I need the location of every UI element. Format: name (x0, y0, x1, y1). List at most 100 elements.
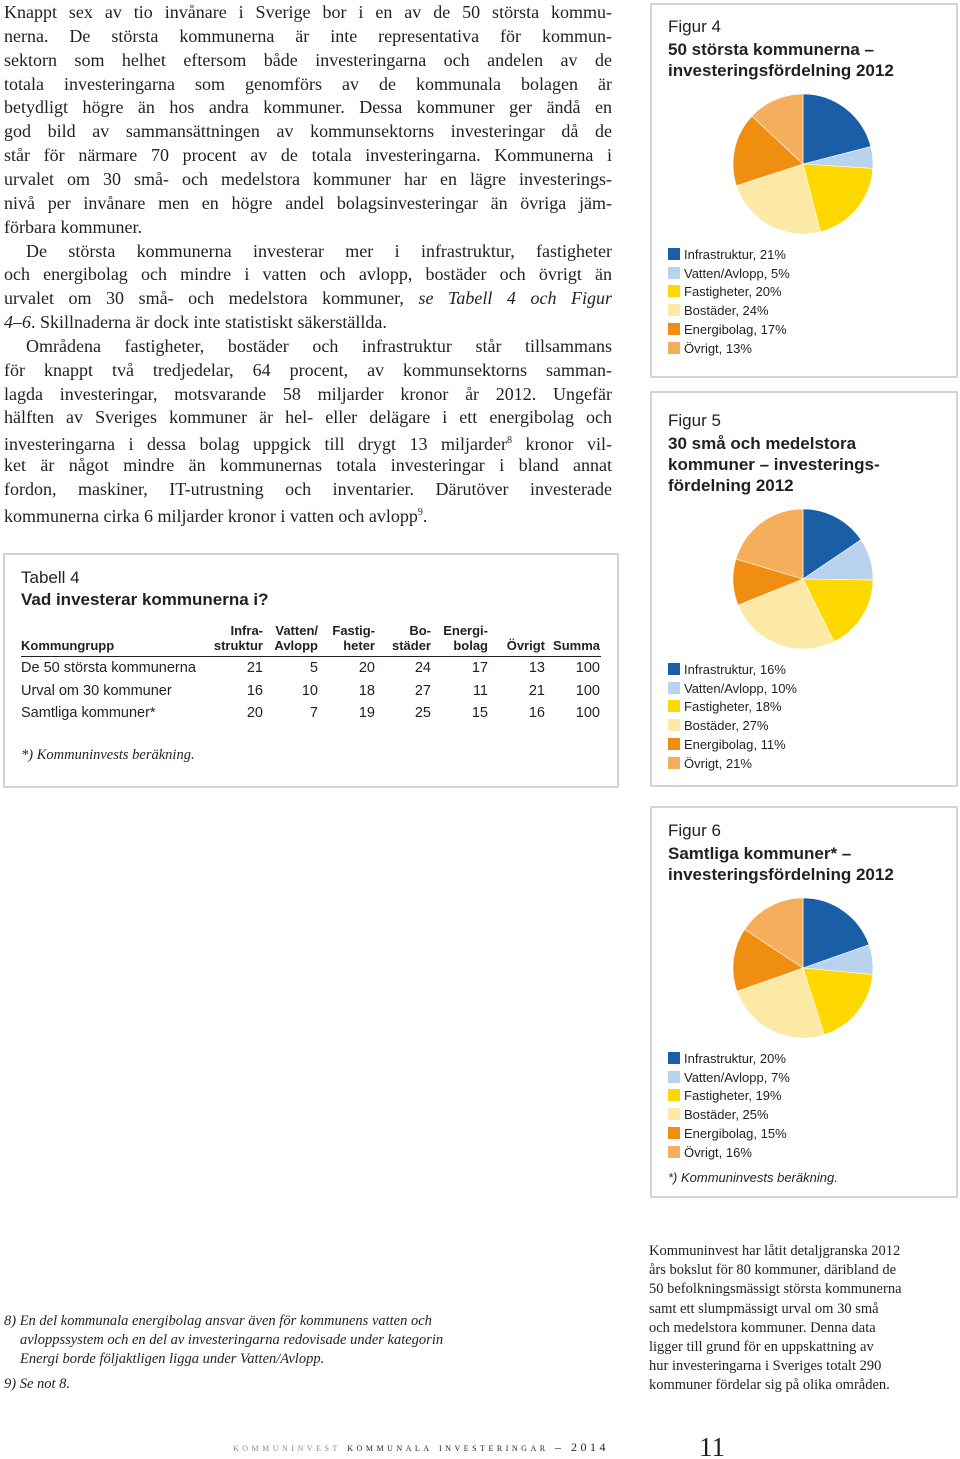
body-line: lagda investeringar, motsvarande 58 milj… (4, 383, 612, 404)
table-header: Kommungrupp (21, 638, 115, 653)
text-segment: . Skillnaderna är dock inte statistiskt … (31, 312, 387, 333)
footer: kommuninvest kommunala investeringar – 2… (233, 1440, 609, 1455)
body-line: ket är något mindre än kommunernas total… (4, 455, 612, 476)
table-header: Fastig- (332, 623, 375, 638)
table-cell: 19 (358, 705, 375, 722)
legend-item: Bostäder, 27% (668, 716, 769, 735)
table-cell: 100 (575, 660, 600, 676)
figure-label: Figur 5 (668, 411, 721, 430)
table-header: Summa (553, 638, 600, 653)
legend-swatch (668, 1089, 680, 1102)
table-header: Bo- (409, 623, 431, 638)
figure-box (650, 3, 958, 378)
legend-item: Fastigheter, 20% (668, 282, 782, 301)
table-cell: 21 (528, 682, 545, 699)
sidebar-line: samt ett slumpmässigt urval om 30 små (649, 1300, 879, 1317)
pie-slice (802, 163, 874, 233)
legend-swatch (668, 322, 680, 335)
legend-item: Energibolag, 17% (668, 320, 787, 339)
legend-label: Fastigheter, 18% (684, 699, 782, 715)
text-segment: 4–6 (4, 312, 31, 333)
legend-label: Energibolag, 11% (684, 736, 786, 752)
legend-swatch (668, 1052, 680, 1064)
text-segment: urvalet om 30 små- och medelstora kommun… (4, 288, 419, 309)
body-line: betydligt högre än hos andra kommuner. D… (4, 97, 612, 118)
pie-slice (744, 897, 804, 969)
table-cell: 5 (309, 660, 318, 676)
figure-box (650, 806, 958, 1198)
legend-label: Energibolag, 17% (684, 321, 787, 337)
sidebar-line: hur investeringarna i Sveriges totalt 29… (649, 1358, 882, 1375)
table-cell: 25 (414, 705, 431, 722)
body-line: urvalet om 30 små- och medelstora kommun… (4, 168, 612, 189)
legend-label: Övrigt, 16% (684, 1144, 752, 1160)
table-cell: Samtliga kommuner* (21, 705, 156, 722)
pie-slice (732, 928, 804, 992)
legend-swatch (668, 341, 680, 354)
pie-slice (736, 967, 825, 1039)
sidebar-line: års bokslut för 80 kommuner, däribland d… (649, 1262, 897, 1279)
body-line: fordon, maskiner, IT-utrustning och inve… (4, 479, 612, 499)
text-segment: . (422, 505, 428, 526)
body-line: står för närmare 70 procent av de totala… (4, 145, 612, 166)
legend-label: Övrigt, 21% (684, 755, 752, 771)
table-cell: 17 (471, 660, 488, 676)
body-line: god bild av sammansättningen av kommunse… (4, 121, 612, 142)
table-header: Avlopp (274, 638, 318, 653)
pie-slice (732, 115, 804, 187)
footer-brand: kommuninvest (233, 1440, 341, 1454)
footnote-line: 8) En del kommunala energibolag ansvar ä… (4, 1313, 432, 1329)
legend-swatch (668, 1145, 680, 1158)
body-line: investeringarna i dessa bolag uppgick ti… (4, 429, 612, 456)
figure-title: kommuner – investerings- (668, 455, 880, 474)
table-cell: 10 (301, 682, 318, 699)
table-cell: 16 (246, 682, 263, 699)
table-cell: 24 (414, 660, 431, 676)
legend-label: Bostäder, 24% (684, 303, 769, 319)
legend-item: Energibolag, 15% (668, 1124, 787, 1143)
text-segment: 8 (506, 435, 512, 447)
legend-swatch (668, 285, 680, 298)
sidebar-line: och medelstora kommuner. Denna data (649, 1319, 876, 1336)
table-cell: 100 (575, 682, 600, 699)
pie-slice (735, 508, 804, 580)
legend-item: Energibolag, 11% (668, 735, 786, 754)
table-header: heter (343, 638, 375, 653)
legend-swatch (668, 737, 680, 750)
table-cell: 15 (471, 705, 488, 722)
body-line: sektorn som helhet eftersom både investe… (4, 49, 612, 70)
text-segment: 9 (417, 506, 423, 518)
table-cell: 7 (309, 705, 318, 722)
legend-label: Fastigheter, 20% (684, 284, 782, 300)
pie-chart (732, 93, 874, 235)
legend-swatch (668, 1126, 680, 1139)
table-box (3, 553, 619, 788)
figure-title: 50 största kommunerna – (668, 40, 874, 59)
body-line: nivå per invånare men en högre andel bol… (4, 192, 612, 213)
legend-swatch (668, 756, 680, 769)
legend-label: Fastigheter, 19% (684, 1088, 782, 1104)
legend-swatch (668, 266, 680, 279)
table-cell: 18 (358, 682, 375, 699)
table-rule (21, 656, 601, 657)
legend-label: Vatten/Avlopp, 5% (684, 265, 790, 281)
body-line: nerna. De största kommunerna är inte rep… (4, 25, 612, 46)
body-line: totala investeringarna som genomförs av … (4, 73, 612, 94)
body-line: De största kommunerna investerar mer i i… (26, 240, 612, 261)
legend-label: Infrastruktur, 20% (684, 1051, 786, 1066)
pie-slice (802, 508, 862, 580)
legend-swatch (668, 719, 680, 732)
text-segment: kommunerna cirka 6 miljarder kronor i va… (4, 505, 418, 526)
table-cell: 20 (358, 660, 375, 676)
footnote-line: Energi borde följaktligen ligga under Va… (20, 1351, 325, 1367)
legend-item: Bostäder, 24% (668, 301, 769, 320)
table-header: Övrigt (506, 638, 545, 653)
sidebar-line: 50 befolkningsmässigt största kommunerna (649, 1281, 902, 1298)
sidebar-line: kommuner fördelar sig på olika områden. (649, 1377, 890, 1394)
legend-item: Övrigt, 21% (668, 754, 752, 773)
body-line: och energibolag och mindre i vatten och … (4, 264, 612, 285)
table-title: Vad investerar kommunerna i? (21, 590, 269, 609)
table-header: Infra- (230, 623, 264, 638)
table-cell: De 50 största kommunerna (21, 660, 196, 676)
legend-swatch (668, 663, 680, 675)
